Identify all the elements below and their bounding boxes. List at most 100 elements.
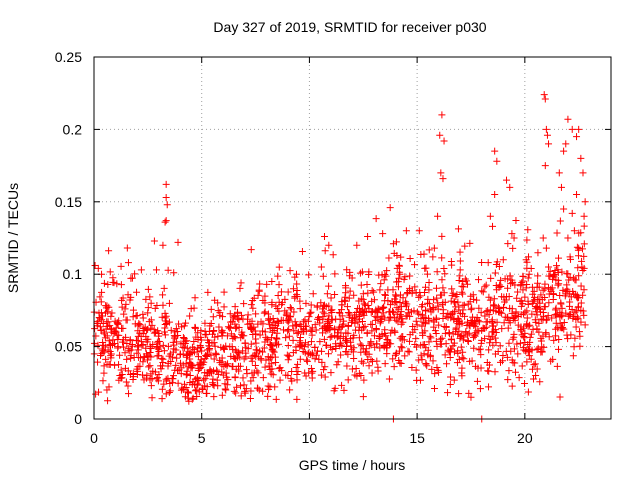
data-point — [489, 341, 497, 349]
data-point — [280, 326, 288, 334]
data-point — [317, 263, 325, 271]
data-point — [276, 376, 284, 384]
data-point — [541, 293, 549, 301]
data-point — [211, 296, 219, 304]
data-point — [535, 295, 543, 303]
data-point — [579, 267, 587, 275]
data-point — [350, 331, 358, 339]
data-point — [581, 321, 589, 329]
data-point — [181, 393, 189, 401]
data-point — [418, 311, 426, 319]
data-point — [374, 367, 382, 375]
data-point — [552, 304, 560, 312]
data-point — [445, 329, 453, 337]
data-point — [191, 294, 199, 302]
data-point — [223, 381, 231, 389]
data-point — [498, 325, 506, 333]
data-point — [425, 286, 433, 294]
data-point — [99, 347, 107, 355]
data-point — [415, 356, 423, 364]
data-point — [244, 320, 252, 328]
data-point — [524, 274, 532, 282]
data-point — [515, 374, 523, 382]
data-point — [571, 308, 579, 316]
data-point — [161, 331, 169, 339]
data-point — [555, 169, 563, 177]
data-point — [181, 340, 189, 348]
data-point — [357, 308, 365, 316]
data-point — [212, 349, 220, 357]
data-point — [570, 227, 578, 235]
data-point — [387, 340, 395, 348]
data-point — [528, 365, 536, 373]
data-point — [466, 239, 474, 247]
data-point — [382, 332, 390, 340]
data-point — [165, 299, 173, 307]
data-point — [389, 308, 397, 316]
data-point — [107, 342, 115, 350]
data-point — [232, 346, 240, 354]
data-point — [465, 389, 473, 397]
data-point — [378, 315, 386, 323]
data-point — [429, 304, 437, 312]
data-point — [284, 372, 292, 380]
data-point — [97, 326, 105, 334]
data-point — [201, 327, 209, 335]
data-point — [459, 278, 467, 286]
data-point — [337, 351, 345, 359]
data-point — [512, 308, 520, 316]
data-point — [530, 287, 538, 295]
data-point — [99, 377, 107, 385]
data-point — [101, 334, 109, 342]
data-point — [288, 367, 296, 375]
data-point — [495, 305, 503, 313]
data-point — [131, 270, 139, 278]
data-point — [438, 232, 446, 240]
data-point — [104, 397, 112, 405]
data-point — [498, 309, 506, 317]
data-point — [123, 340, 131, 348]
data-point — [255, 353, 263, 361]
data-point — [94, 358, 102, 366]
data-point — [368, 297, 376, 305]
data-point — [550, 336, 558, 344]
data-point — [469, 333, 477, 341]
data-point — [252, 310, 260, 318]
data-point — [474, 316, 482, 324]
data-point — [188, 395, 196, 403]
data-point — [136, 354, 144, 362]
data-point — [382, 272, 390, 280]
data-point — [232, 324, 240, 332]
data-point — [390, 363, 398, 371]
data-point — [477, 364, 485, 372]
data-point — [286, 386, 294, 394]
data-point — [210, 355, 218, 363]
data-point — [458, 288, 466, 296]
data-point — [511, 359, 519, 367]
data-point — [232, 355, 240, 363]
data-point — [360, 376, 368, 384]
data-point — [301, 316, 309, 324]
data-point — [171, 333, 179, 341]
data-point — [136, 329, 144, 337]
data-point — [296, 305, 304, 313]
data-point — [568, 125, 576, 133]
data-point — [340, 386, 348, 394]
data-point — [350, 355, 358, 363]
data-point — [531, 316, 539, 324]
data-point — [214, 370, 222, 378]
data-point — [203, 372, 211, 380]
data-point — [534, 279, 542, 287]
plot-frame — [93, 56, 612, 420]
data-point — [491, 302, 499, 310]
data-point — [571, 334, 579, 342]
data-point — [285, 332, 293, 340]
data-point — [542, 125, 550, 133]
data-point — [459, 336, 467, 344]
data-point — [476, 345, 484, 353]
data-point — [226, 310, 234, 318]
data-point — [155, 370, 163, 378]
data-point — [421, 289, 429, 297]
data-point — [419, 341, 427, 349]
data-point — [580, 311, 588, 319]
